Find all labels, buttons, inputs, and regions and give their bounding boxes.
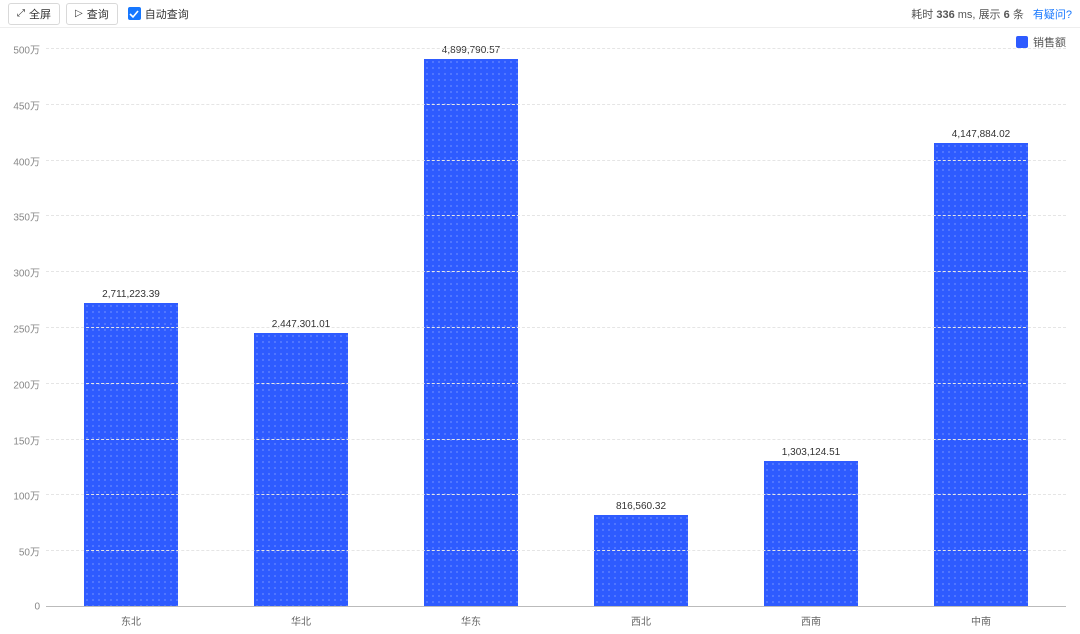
grid-line: 200万: [46, 383, 1066, 384]
x-tick-label: 西北: [556, 613, 726, 628]
grid-line: 400万: [46, 160, 1066, 161]
chart-container: 销售额 2,711,223.392,447,301.014,899,790.57…: [0, 28, 1080, 634]
query-button[interactable]: ▷ 查询: [66, 3, 118, 25]
grid-line: 150万: [46, 439, 1066, 440]
fullscreen-button[interactable]: ⤢ 全屏: [8, 3, 60, 25]
y-tick-label: 0: [34, 602, 40, 613]
x-axis-labels: 东北华北华东西北西南中南: [46, 613, 1066, 628]
bar-value-label: 4,147,884.02: [934, 129, 1028, 143]
check-icon: [128, 7, 141, 20]
auto-query-checkbox[interactable]: 自动查询: [128, 6, 189, 22]
grid-line: 100万: [46, 494, 1066, 495]
bar[interactable]: 2,711,223.39: [84, 303, 178, 606]
bar-value-label: 816,560.32: [594, 501, 688, 515]
grid-line: 300万: [46, 271, 1066, 272]
y-tick-label: 300万: [13, 265, 40, 280]
bar[interactable]: 4,147,884.02: [934, 143, 1028, 606]
x-tick-label: 东北: [46, 613, 216, 628]
x-tick-label: 华北: [216, 613, 386, 628]
grid-line: 350万: [46, 215, 1066, 216]
bar-value-label: 2,447,301.01: [254, 319, 348, 333]
y-tick-label: 50万: [19, 544, 40, 559]
status-text: 耗时 336 ms, 展示 6 条 有疑问?: [911, 6, 1072, 22]
play-icon: ▷: [75, 8, 83, 19]
y-tick-label: 450万: [13, 97, 40, 112]
help-link[interactable]: 有疑问?: [1033, 9, 1072, 21]
bar-value-label: 2,711,223.39: [84, 289, 178, 303]
grid-line: 450万: [46, 104, 1066, 105]
bar[interactable]: 816,560.32: [594, 515, 688, 606]
bar[interactable]: 2,447,301.01: [254, 333, 348, 606]
y-tick-label: 100万: [13, 488, 40, 503]
x-tick-label: 中南: [896, 613, 1066, 628]
bar[interactable]: 4,899,790.57: [424, 59, 518, 606]
grid-line: 250万: [46, 327, 1066, 328]
bar[interactable]: 1,303,124.51: [764, 461, 858, 606]
legend-swatch: [1016, 36, 1028, 48]
grid-line: 50万: [46, 550, 1066, 551]
x-tick-label: 华东: [386, 613, 556, 628]
x-tick-label: 西南: [726, 613, 896, 628]
grid-line: 0: [46, 606, 1066, 607]
fullscreen-label: 全屏: [29, 6, 51, 22]
toolbar: ⤢ 全屏 ▷ 查询 自动查询 耗时 336 ms, 展示 6 条 有疑问?: [0, 0, 1080, 28]
y-tick-label: 200万: [13, 376, 40, 391]
query-label: 查询: [87, 6, 109, 22]
expand-icon: ⤢: [17, 8, 25, 19]
y-tick-label: 250万: [13, 321, 40, 336]
auto-query-label: 自动查询: [145, 6, 189, 22]
bar-value-label: 1,303,124.51: [764, 447, 858, 461]
y-tick-label: 350万: [13, 209, 40, 224]
y-tick-label: 500万: [13, 42, 40, 57]
y-tick-label: 400万: [13, 153, 40, 168]
y-tick-label: 150万: [13, 432, 40, 447]
plot-area: 2,711,223.39 2,447,301.01 4,899,790.57 816,…: [46, 48, 1066, 606]
grid-line: 500万: [46, 48, 1066, 49]
